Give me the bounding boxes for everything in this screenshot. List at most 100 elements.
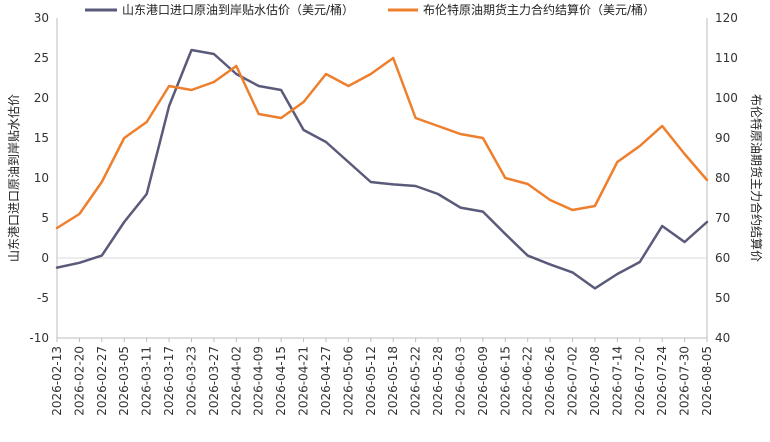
x-tick-label: 2026-04-15 [274, 346, 288, 416]
x-tick-label: 2026-02-20 [72, 346, 86, 416]
y-left-tick-label: 25 [34, 51, 49, 65]
data-point-series-2 [414, 117, 417, 119]
data-point-series-2 [280, 117, 282, 119]
x-tick-label: 2026-04-09 [252, 346, 266, 416]
x-tick-label: 2026-04-02 [229, 346, 243, 416]
data-point-series-1 [257, 85, 260, 87]
data-point-series-2 [235, 65, 238, 67]
data-point-series-1 [482, 210, 484, 213]
data-point-series-2 [706, 179, 708, 181]
data-point-series-2 [638, 145, 641, 147]
data-point-series-2 [549, 199, 551, 201]
data-point-series-1 [369, 181, 372, 183]
data-point-series-1 [414, 185, 417, 187]
data-point-series-1 [280, 89, 282, 91]
data-point-series-1 [78, 262, 81, 264]
legend: 山东港口进口原油到岸贴水估价（美元/桶） 布伦特原油期货主力合约结算价（美元/桶… [85, 2, 655, 17]
x-tick-label: 2026-03-11 [140, 346, 154, 416]
data-point-series-2 [257, 113, 260, 115]
x-tick-label: 2026-06-22 [521, 346, 535, 416]
data-point-series-1 [123, 221, 126, 223]
data-point-series-1 [437, 193, 439, 195]
y-left-tick-label: 10 [34, 171, 49, 185]
y-right-tick-label: 90 [715, 131, 730, 145]
data-point-series-1 [392, 183, 395, 186]
data-point-series-1 [638, 261, 641, 263]
data-point-series-1 [56, 266, 58, 269]
data-point-series-1 [459, 206, 462, 209]
x-tick-label: 2026-05-22 [409, 346, 423, 416]
y-left-tick-label: 0 [41, 251, 49, 265]
x-tick-label: 2026-07-14 [610, 346, 624, 416]
x-tick-label: 2026-02-13 [50, 346, 64, 416]
data-point-series-1 [190, 49, 193, 51]
data-point-series-2 [392, 57, 395, 59]
y-right-tick-label: 40 [715, 331, 730, 345]
y-left-tick-label: 30 [34, 11, 49, 25]
y-left-tick-label: 15 [34, 131, 49, 145]
y-left-tick-label: 5 [41, 211, 49, 225]
plot-area: -10 -5 0 5 10 15 20 25 30 40 50 60 70 80 90 100 110 120 20… [29, 11, 738, 416]
x-tick-label: 2026-05-12 [364, 346, 378, 416]
data-point-series-2 [616, 161, 619, 163]
x-tick-label: 2026-06-15 [498, 346, 512, 416]
data-point-series-1 [213, 53, 215, 55]
data-point-series-2 [347, 85, 350, 87]
x-tick-label: 2026-04-27 [319, 346, 333, 416]
x-tick-label: 2026-06-26 [543, 346, 557, 416]
x-tick-label: 2026-03-17 [162, 346, 176, 416]
data-point-series-1 [571, 271, 574, 274]
y-left-tick-label: -5 [37, 291, 49, 305]
data-point-series-2 [571, 209, 574, 211]
data-point-series-2 [683, 153, 686, 155]
y-left-tick-label: -10 [29, 331, 49, 345]
data-point-series-2 [594, 205, 596, 207]
y-axis-left-title: 山东港口进口原油到岸贴水估价 [7, 94, 21, 262]
data-point-series-1 [235, 73, 238, 75]
data-point-series-2 [190, 89, 193, 91]
data-point-series-2 [459, 133, 462, 135]
data-point-series-1 [616, 273, 619, 275]
data-point-series-2 [101, 181, 103, 183]
data-point-series-2 [123, 137, 126, 139]
data-point-series-2 [56, 227, 58, 229]
x-tick-label: 2026-05-06 [341, 346, 355, 416]
data-point-series-2 [213, 81, 215, 83]
x-tick-label: 2026-05-18 [386, 346, 400, 416]
data-point-series-1 [325, 141, 327, 143]
legend-label-series-2: 布伦特原油期货主力合约结算价（美元/桶） [423, 2, 655, 17]
y-right-tick-label: 120 [715, 11, 738, 25]
data-point-series-2 [78, 213, 81, 215]
data-point-series-1 [526, 254, 529, 257]
x-tick-label: 2026-04-21 [297, 346, 311, 416]
x-tick-label: 2026-03-05 [117, 346, 131, 416]
y-right-tick-label: 50 [715, 291, 730, 305]
x-tick-label: 2026-02-27 [95, 346, 109, 416]
y-left-tick-label: 20 [34, 91, 49, 105]
data-point-series-1 [168, 105, 170, 107]
x-tick-label: 2026-07-30 [678, 346, 692, 416]
x-tick-label: 2026-06-09 [476, 346, 490, 416]
data-point-series-2 [168, 85, 170, 87]
data-point-series-2 [369, 73, 372, 75]
data-point-series-1 [549, 263, 551, 266]
data-point-series-1 [504, 233, 507, 235]
x-tick-label: 2026-07-08 [588, 346, 602, 416]
data-point-series-1 [706, 221, 708, 223]
data-point-series-2 [504, 177, 507, 179]
x-tick-label: 2026-07-02 [566, 346, 580, 416]
x-tick-label: 2026-07-20 [633, 346, 647, 416]
x-tick-label: 2026-03-23 [184, 346, 198, 416]
legend-label-series-1: 山东港口进口原油到岸贴水估价（美元/桶） [122, 2, 354, 17]
x-tick-label: 2026-08-05 [700, 346, 714, 416]
x-tick-label: 2026-05-28 [431, 346, 445, 416]
y-right-tick-label: 80 [715, 171, 730, 185]
y-right-tick-label: 60 [715, 251, 730, 265]
x-tick-label: 2026-06-03 [453, 346, 467, 416]
y-axis-right-title: 布伦特原油期货主力合约结算价 [749, 94, 764, 262]
data-point-series-1 [302, 129, 305, 131]
data-point-series-2 [437, 125, 439, 127]
series-line-2 [55, 56, 709, 230]
y-right-tick-label: 100 [715, 91, 738, 105]
series-line-1 [55, 48, 709, 290]
